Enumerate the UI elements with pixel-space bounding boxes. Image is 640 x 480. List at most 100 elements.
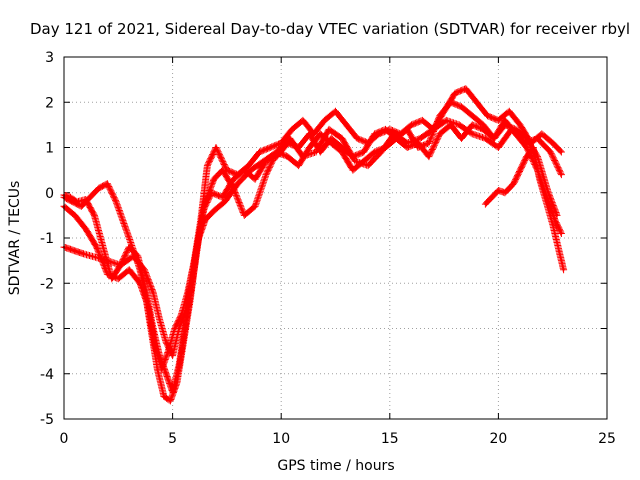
data-point [117, 277, 120, 280]
data-point [323, 119, 326, 122]
data-point [151, 291, 155, 294]
data-point [243, 214, 246, 217]
data-point [334, 110, 337, 113]
data-point [119, 263, 122, 267]
axis-ticks: 0 5 10 15 20 25 -5 -4 -3 -2 -1 0 1 2 3 [40, 50, 616, 447]
data-point [214, 146, 218, 149]
data-point [421, 119, 424, 122]
data-point [169, 399, 172, 403]
data-point [69, 196, 72, 199]
data-point [547, 191, 550, 194]
data-point [379, 150, 383, 154]
data-point [114, 200, 118, 203]
data-point [297, 164, 300, 167]
data-point [308, 132, 311, 136]
data-point [464, 87, 468, 90]
data-point [258, 150, 261, 154]
data-point [177, 363, 181, 366]
data-point [232, 177, 235, 181]
data-point [82, 252, 85, 256]
data-point [353, 159, 357, 163]
data-point [264, 173, 268, 176]
chart-title: Day 121 of 2021, Sidereal Day-to-day VTE… [30, 20, 630, 38]
data-point [173, 327, 176, 330]
data-point [286, 155, 289, 158]
data-point [560, 173, 563, 176]
x-tick-label: 15 [381, 431, 399, 447]
data-point [288, 137, 292, 140]
data-point [164, 340, 168, 344]
data-point [551, 141, 554, 145]
data-point [156, 368, 159, 371]
y-tick-label: -2 [40, 276, 54, 292]
data-point [290, 128, 294, 131]
data-point [247, 164, 250, 167]
x-axis-label: GPS time / hours [277, 458, 394, 474]
data-point [427, 155, 431, 158]
y-tick-label: -1 [40, 231, 54, 247]
data-point [236, 182, 239, 185]
data-point [427, 141, 431, 145]
data-point [538, 177, 541, 181]
data-point [460, 105, 463, 108]
data-point [438, 114, 441, 118]
data-point [88, 196, 92, 199]
data-point [512, 182, 515, 185]
x-tick-label: 0 [60, 431, 69, 447]
data-point [308, 146, 311, 149]
data-point [560, 232, 563, 235]
data-point [127, 245, 131, 249]
data-point [329, 137, 333, 140]
data-point [471, 132, 474, 136]
data-point [449, 101, 452, 104]
data-point [203, 218, 207, 222]
data-point [127, 268, 131, 271]
data-point [329, 141, 333, 145]
data-point [503, 123, 507, 127]
data-point [314, 150, 318, 154]
data-point [458, 123, 461, 127]
data-point [97, 187, 100, 190]
y-tick-label: 1 [45, 141, 54, 157]
data-point [151, 327, 155, 330]
data-point [184, 309, 187, 312]
data-point [249, 168, 252, 172]
data-point [143, 268, 146, 271]
data-point [555, 214, 559, 217]
y-tick-label: 3 [45, 50, 54, 66]
data-point [492, 137, 496, 140]
data-point [518, 123, 522, 127]
data-point [212, 177, 216, 181]
data-point [340, 137, 344, 140]
data-point [366, 164, 370, 167]
data-point [340, 150, 344, 154]
data-point [503, 191, 507, 194]
data-point [518, 168, 522, 172]
data-point [319, 150, 322, 154]
data-point [253, 205, 257, 208]
data-point [351, 168, 355, 172]
data-point [171, 390, 174, 394]
data-point [158, 318, 161, 321]
data-point [453, 92, 457, 95]
data-point [95, 245, 98, 249]
data-point [471, 114, 474, 118]
data-point [445, 119, 448, 122]
data-point [536, 137, 539, 140]
data-point [177, 327, 181, 330]
data-point [243, 168, 246, 172]
y-tick-label: -3 [40, 322, 54, 338]
data-point [223, 200, 226, 203]
data-point [560, 150, 563, 154]
data-point [145, 291, 148, 294]
data-point [508, 110, 511, 113]
data-point [221, 196, 224, 199]
data-point [497, 119, 500, 122]
data-point [106, 182, 109, 185]
data-point [345, 123, 348, 127]
data-point [405, 128, 409, 131]
y-tick-label: -5 [40, 412, 54, 428]
data-point [212, 209, 216, 213]
data-point [262, 159, 266, 163]
data-point [562, 268, 565, 271]
